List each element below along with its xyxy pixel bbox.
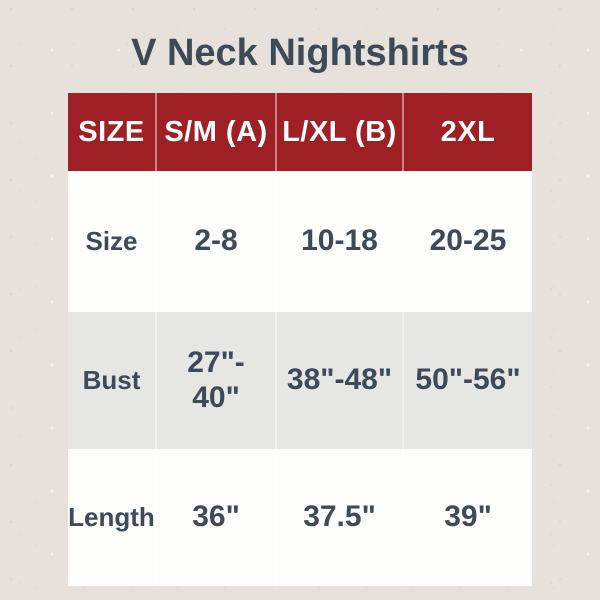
cell-bust-sm: 27"- 40" bbox=[157, 312, 277, 449]
column-header-2xl: 2XL bbox=[404, 93, 532, 171]
cell-bust-2xl: 50"-56" bbox=[404, 312, 532, 449]
cell-length-sm: 36" bbox=[157, 449, 277, 586]
page-title: V Neck Nightshirts bbox=[131, 32, 469, 74]
cell-size-2xl: 20-25 bbox=[404, 171, 532, 312]
size-table: SIZE S/M (A) L/XL (B) 2XL Size 2-8 10-18… bbox=[68, 93, 532, 586]
row-label-size: Size bbox=[68, 171, 157, 312]
row-label-length: Length bbox=[68, 449, 157, 586]
cell-length-2xl: 39" bbox=[404, 449, 532, 586]
cell-bust-lxl: 38"-48" bbox=[277, 312, 404, 449]
column-header-sm-a: S/M (A) bbox=[157, 93, 277, 171]
cell-size-lxl: 10-18 bbox=[277, 171, 404, 312]
column-header-lxl-b: L/XL (B) bbox=[277, 93, 404, 171]
row-label-bust: Bust bbox=[68, 312, 157, 449]
column-header-size: SIZE bbox=[68, 93, 157, 171]
cell-size-sm: 2-8 bbox=[157, 171, 277, 312]
cell-length-lxl: 37.5" bbox=[277, 449, 404, 586]
